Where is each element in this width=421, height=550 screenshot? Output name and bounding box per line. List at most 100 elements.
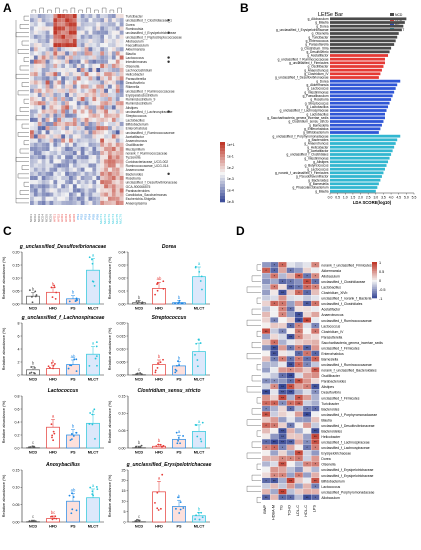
significance-letter: a (198, 337, 201, 342)
heatmap-row-label: Acetatifactor (126, 135, 145, 139)
heatmap-cell (119, 192, 124, 197)
heatmap-cell (33, 38, 38, 44)
significance-mark: * (274, 446, 276, 450)
heatmap-cell (30, 117, 34, 122)
data-point (51, 518, 54, 521)
heatmap-cell (57, 175, 62, 181)
y-tick-label: 0.005 (117, 360, 126, 364)
heatmap-cell (61, 134, 66, 139)
bar (192, 276, 206, 305)
heatmap-cell (80, 117, 85, 122)
heatmap-cell (115, 200, 120, 205)
correlation-cell (294, 367, 304, 373)
correlation-cell (261, 383, 271, 390)
data-point (182, 435, 184, 437)
heatmap-cell (49, 134, 54, 139)
heatmap-row-label: Roseburia (126, 176, 141, 180)
correlation-cell (286, 450, 295, 456)
correlation-cell (261, 483, 271, 490)
heatmap-cell (119, 109, 124, 114)
heatmap-cell (100, 130, 105, 135)
significance-mark: ** (273, 441, 276, 445)
significance-dot (167, 110, 170, 113)
heatmap-cell (61, 88, 66, 93)
heatmap-cell (37, 130, 42, 135)
data-point (95, 486, 98, 488)
heatmap-row-label: unclassified_f_Clostridiaceae_1 (126, 19, 173, 23)
data-point (31, 445, 34, 448)
lefse-category-label: g_Bacteroides (308, 138, 329, 142)
lefse-bar (330, 87, 396, 90)
heatmap-cell (96, 18, 101, 23)
heatmap-cell (119, 55, 124, 60)
heatmap-column-label: NCD2 (33, 214, 37, 222)
x-tick-label: HFD (49, 378, 57, 382)
correlation-cell (302, 378, 312, 384)
heatmap-cell (115, 101, 120, 106)
legend-tick-label: -1 (379, 297, 382, 301)
subplot-title: Clostridium_sensu_stricto (137, 388, 200, 394)
heatmap-cell (33, 47, 38, 52)
data-point (48, 366, 51, 369)
significance-mark: * (290, 402, 292, 406)
correlation-cell (261, 461, 271, 467)
heatmap-cell (108, 97, 112, 102)
heatmap-cell (115, 175, 120, 181)
heatmap-cell (100, 184, 105, 189)
bar (46, 291, 60, 305)
heatmap-cell (84, 47, 89, 52)
lefse-bar (330, 24, 404, 28)
heatmap-cell (111, 22, 116, 27)
heatmap-cell (111, 18, 116, 23)
correlation-cell (302, 261, 312, 268)
correlation-cell (311, 311, 320, 318)
lefse-bar (330, 76, 379, 79)
significance-mark: * (282, 313, 284, 317)
heatmap-cell (69, 151, 73, 156)
correlation-cell (311, 333, 320, 340)
dendrogram-branch (256, 330, 261, 337)
data-point (200, 275, 203, 278)
heatmap-cell (80, 134, 85, 139)
data-point (75, 358, 78, 361)
heatmap-cell (69, 105, 73, 110)
significance-mark: * (265, 446, 267, 450)
heatmap-cell (80, 38, 85, 44)
heatmap-row-label: Tyzzerella (126, 156, 141, 160)
heatmap-cell (119, 14, 124, 19)
heatmap-cell (76, 38, 81, 44)
heatmap-cell (69, 167, 73, 172)
significance-mark: ** (306, 302, 309, 306)
heatmap-cell (30, 126, 34, 131)
heatmap-cell (92, 171, 97, 176)
heatmap-cell (96, 138, 101, 143)
data-point (72, 496, 75, 498)
heatmap-cell (88, 38, 93, 44)
correlation-cell (311, 339, 320, 346)
heatmap-cell (57, 72, 62, 77)
legend-gradient-step (372, 276, 377, 279)
significance-letter: b (158, 438, 161, 443)
heatmap-cell (119, 59, 124, 64)
heatmap-cell (84, 88, 89, 93)
heatmap-cell (30, 200, 34, 205)
heatmap-cell (61, 51, 66, 56)
heatmap-cell (92, 47, 97, 52)
x-tick-label: HFD (155, 378, 163, 382)
heatmap-cell (111, 30, 116, 35)
data-point (135, 300, 138, 303)
significance-mark: * (315, 280, 317, 284)
heatmap-column-label: PS4 (87, 214, 91, 220)
lefse-category-label: g_Enterorhabdus (304, 127, 329, 131)
y-tick-label: 0 (124, 520, 126, 524)
heatmap-cell (104, 76, 108, 81)
correlation-row-label: unclassified_f_Ruminococcaceae (321, 363, 371, 367)
heatmap-cell (45, 121, 50, 127)
heatmap-row-label: Helicobacter (126, 73, 145, 77)
heatmap-cell (115, 105, 120, 110)
data-point (155, 445, 158, 448)
heatmap-cell (100, 97, 105, 102)
dendrogram-top-branch (39, 7, 44, 13)
significance-mark: * (274, 302, 276, 306)
heatmap-cell (96, 59, 101, 64)
